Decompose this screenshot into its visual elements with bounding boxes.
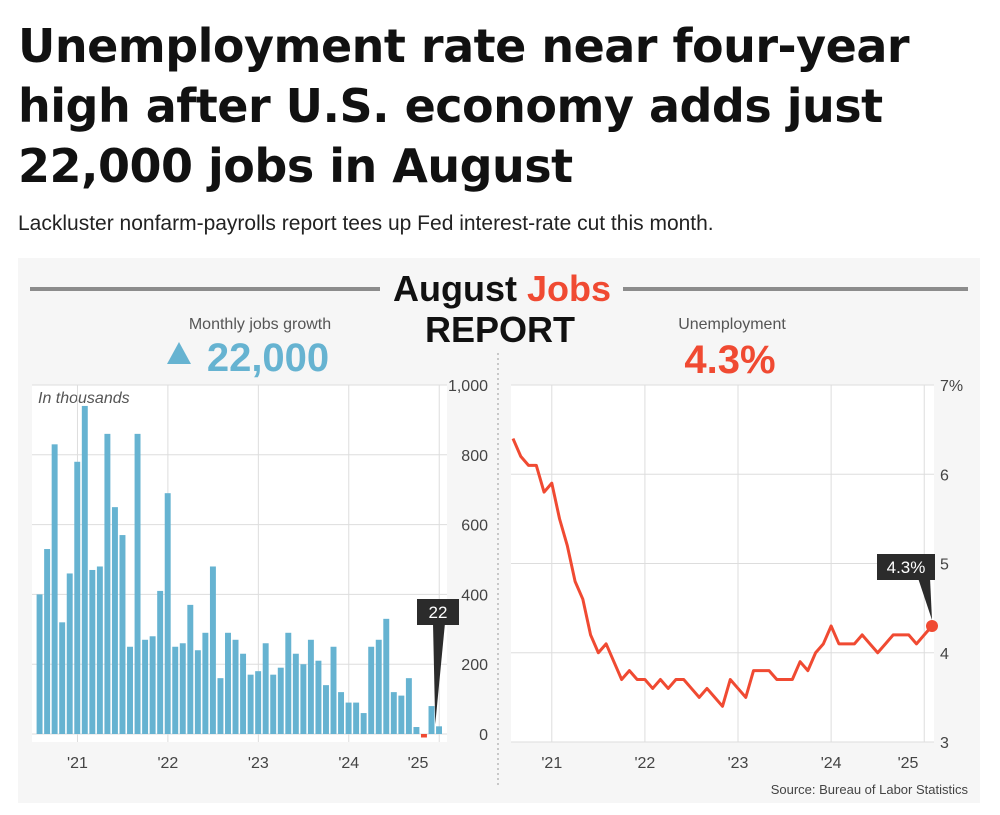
jobs-bar [232, 639, 239, 734]
jobs-bar [202, 632, 209, 734]
jobs-bar [375, 639, 382, 734]
unemployment-y-tick: 6 [940, 467, 949, 484]
jobs-bar [315, 660, 322, 734]
unemployment-callout-text: 4.3% [887, 558, 926, 577]
unemployment-y-tick: 5 [940, 557, 949, 574]
jobs-bar [164, 493, 171, 734]
jobs-bar [134, 433, 141, 734]
jobs-y-tick: 0 [479, 727, 488, 744]
unemployment-x-tick: '22 [634, 755, 655, 772]
jobs-bar [104, 433, 111, 734]
jobs-x-tick: '23 [248, 755, 269, 772]
jobs-bar [240, 653, 247, 734]
jobs-bar [300, 664, 307, 734]
unemployment-headline-value: 4.3% [684, 338, 775, 382]
jobs-bar [36, 594, 43, 734]
jobs-bar [74, 461, 81, 734]
jobs-bar [436, 726, 442, 734]
jobs-bar [262, 643, 269, 734]
jobs-bar [360, 713, 367, 734]
unemployment-y-tick: 7% [940, 378, 963, 395]
unemployment-x-tick: '25 [898, 755, 919, 772]
graphic-title-report: REPORT [425, 309, 575, 350]
jobs-bar [368, 646, 375, 734]
jobs-y-tick: 1,000 [448, 378, 488, 395]
jobs-units-note: In thousands [38, 390, 130, 407]
jobs-bar [277, 667, 284, 734]
jobs-bar [149, 636, 156, 734]
jobs-bar [217, 678, 224, 734]
jobs-bar [172, 646, 179, 734]
jobs-bar [111, 507, 118, 734]
unemployment-x-tick: '21 [541, 755, 562, 772]
jobs-callout-text: 22 [429, 603, 448, 622]
jobs-bar [428, 706, 435, 734]
title-rule-left [30, 287, 380, 291]
jobs-bar [127, 646, 133, 734]
jobs-x-tick: '21 [67, 755, 88, 772]
jobs-bar [383, 618, 390, 734]
jobs-bar [285, 632, 292, 734]
jobs-bar [405, 678, 412, 734]
jobs-bar [59, 622, 66, 734]
jobs-bar [157, 590, 164, 734]
jobs-bar [247, 674, 254, 734]
jobs-y-tick: 600 [461, 518, 488, 535]
jobs-bar [66, 573, 73, 734]
jobs-x-tick: '24 [338, 755, 359, 772]
jobs-bar [398, 695, 405, 734]
unemployment-y-tick: 4 [940, 646, 949, 663]
unemployment-x-tick: '24 [821, 755, 842, 772]
jobs-bar [353, 702, 360, 734]
jobs-bar [292, 653, 299, 734]
unemployment-callout-box [877, 554, 935, 580]
jobs-y-tick: 800 [461, 448, 488, 465]
jobs-bar [194, 650, 201, 734]
jobs-callout-pointer [433, 623, 445, 725]
jobs-panel-label: Monthly jobs growth [189, 316, 331, 333]
unemployment-y-tick: 3 [940, 735, 949, 752]
unemployment-last-point [926, 619, 938, 632]
jobs-y-tick: 400 [461, 587, 488, 604]
jobs-bar [323, 685, 329, 734]
jobs-bar [179, 643, 186, 734]
jobs-bar [209, 566, 216, 734]
article-headline: Unemployment rate near four-year high af… [18, 19, 910, 193]
article-dek: Lackluster nonfarm-payrolls report tees … [18, 212, 714, 235]
jobs-bar [390, 692, 397, 734]
jobs-bar [51, 444, 58, 734]
title-rule-right [623, 287, 968, 291]
jobs-bar [44, 549, 51, 734]
jobs-bar [225, 632, 231, 734]
source-note: Source: Bureau of Labor Statistics [771, 782, 969, 797]
jobs-bar [89, 569, 96, 734]
jobs-bar [187, 604, 194, 734]
jobs-callout-box [417, 599, 459, 625]
unemployment-line [511, 437, 934, 708]
jobs-report-graphic: August Jobs REPORT Monthly jobs growth 2… [18, 258, 980, 803]
jobs-report-svg: August Jobs REPORT Monthly jobs growth 2… [30, 268, 969, 797]
jobs-bar [338, 692, 345, 734]
jobs-headline-value: 22,000 [207, 336, 329, 380]
jobs-bar [119, 535, 126, 734]
jobs-bar [413, 727, 420, 734]
jobs-y-tick: 200 [461, 657, 488, 674]
jobs-x-tick: '22 [157, 755, 178, 772]
unemployment-x-tick: '23 [728, 755, 749, 772]
jobs-x-tick: '25 [408, 755, 429, 772]
jobs-bar [142, 639, 149, 734]
jobs-bar [96, 566, 103, 734]
jobs-bar [330, 646, 337, 734]
jobs-bar [81, 405, 88, 734]
jobs-bar [255, 671, 262, 734]
graphic-title: August Jobs [393, 268, 611, 309]
jobs-bar [345, 702, 352, 734]
up-triangle-icon [167, 342, 191, 364]
jobs-bar [420, 734, 427, 738]
jobs-bar [307, 639, 314, 734]
unemployment-panel-label: Unemployment [678, 316, 786, 333]
jobs-bar [270, 674, 277, 734]
